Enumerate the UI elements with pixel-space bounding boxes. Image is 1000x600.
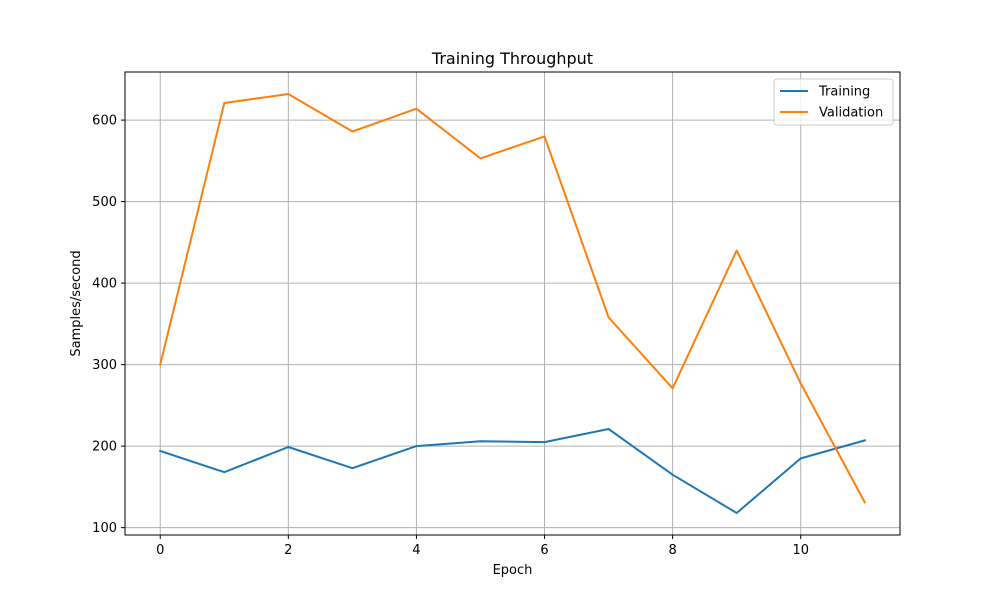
y-axis-label: Samples/second [69,250,84,356]
y-tick-label: 200 [92,440,117,455]
y-tick-label: 500 [92,195,117,210]
x-axis-label: Epoch [493,563,533,578]
plot-area-frame [124,71,901,536]
x-tick-label: 10 [792,543,809,558]
y-tick-label: 300 [92,358,117,373]
series-lines [158,93,867,514]
grid-lines [125,72,900,535]
legend: Training Validation [773,78,894,126]
x-tick-label: 8 [668,543,676,558]
legend-label-validation: Validation [819,106,883,121]
x-tick-label: 2 [284,543,292,558]
y-axis: 100 200 300 400 500 600 [92,114,125,536]
x-axis: 0 2 4 6 8 10 [156,535,809,558]
x-tick-label: 4 [412,543,420,558]
series-line-training [158,428,867,514]
series-line-validation [158,93,867,504]
x-tick-label: 6 [540,543,548,558]
y-tick-label: 100 [92,521,117,536]
legend-label-training: Training [818,85,870,100]
x-tick-label: 0 [156,543,164,558]
chart-title: Training Throughput [431,49,593,68]
y-tick-label: 600 [92,114,117,129]
y-tick-label: 400 [92,277,117,292]
